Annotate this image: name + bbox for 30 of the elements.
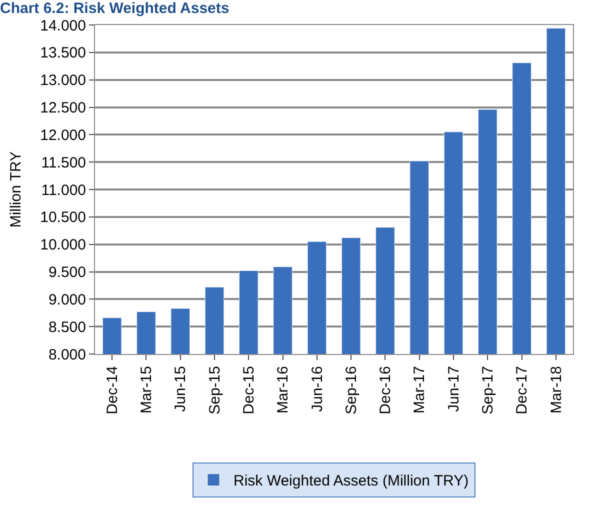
y-tick-label: 13.500 <box>40 44 86 62</box>
x-tick-label: Sep-15 <box>206 366 224 414</box>
x-tick-label: Mar-15 <box>138 366 156 414</box>
x-tick-label: Mar-18 <box>548 366 565 414</box>
x-tick-label: Dec-16 <box>377 366 394 414</box>
x-tick-label: Sep-17 <box>480 366 497 414</box>
y-tick-label: 10.000 <box>40 236 86 254</box>
x-tick-label: Mar-16 <box>274 366 292 414</box>
x-tick-label: Dec-15 <box>240 366 258 414</box>
chart-title: Chart 6.2: Risk Weighted Assets <box>0 0 230 18</box>
y-tick-label: 12.000 <box>40 126 86 144</box>
y-tick-label: 13.000 <box>40 72 86 90</box>
x-tick-label: Mar-17 <box>411 366 428 414</box>
x-tick-label: Jun-15 <box>172 366 190 412</box>
y-tick-label: 11.500 <box>41 154 86 172</box>
y-tick-label: 14.000 <box>40 17 86 34</box>
x-tick-label: Sep-16 <box>342 366 360 414</box>
legend-label: Risk Weighted Assets (Million TRY) <box>234 472 469 490</box>
x-tick-label: Dec-14 <box>104 366 121 414</box>
y-tick-label: 12.500 <box>40 100 86 116</box>
y-axis-title: Million TRY <box>7 151 24 228</box>
y-tick-label: 10.500 <box>40 209 86 226</box>
x-tick-label: Jun-17 <box>445 366 462 412</box>
y-tick-label: 8.000 <box>48 346 86 364</box>
y-tick-label: 9.000 <box>48 291 86 308</box>
y-tick-label: 11.000 <box>41 182 86 199</box>
x-tick-label: Jun-16 <box>308 366 326 412</box>
x-tick-label: Dec-17 <box>514 366 531 414</box>
y-tick-label: 8.500 <box>48 318 86 336</box>
y-tick-label: 9.500 <box>48 264 86 281</box>
